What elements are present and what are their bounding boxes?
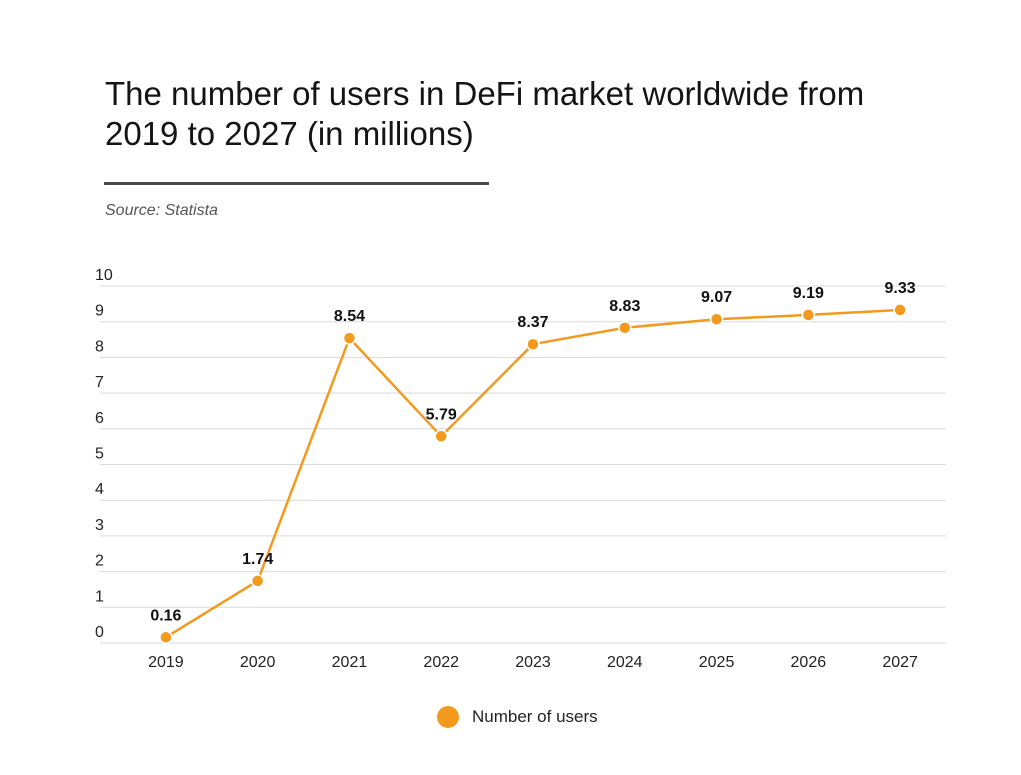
data-label: 0.16	[150, 607, 181, 624]
y-tick-label: 8	[95, 338, 104, 355]
data-label: 9.07	[701, 289, 732, 306]
x-tick-label: 2026	[791, 654, 827, 671]
data-point	[250, 574, 265, 588]
x-tick-label: 2020	[240, 654, 276, 671]
y-tick-label: 10	[95, 267, 113, 284]
x-tick-label: 2025	[699, 654, 735, 671]
y-tick-label: 3	[95, 517, 104, 534]
y-tick-label: 0	[95, 624, 104, 641]
data-labels: 0.16 1.74 8.54 5.79 8.37 8.83 9.07 9.19 9.33	[150, 280, 915, 624]
data-points	[159, 303, 907, 645]
data-point	[342, 331, 357, 345]
y-tick-label: 9	[95, 303, 104, 320]
data-label: 9.33	[885, 280, 916, 297]
x-tick-label: 2022	[423, 654, 459, 671]
grid-lines	[100, 285, 946, 644]
data-point	[893, 303, 907, 317]
x-axis-ticks: 2019 2020 2021 2022 2023 2024 2025 2026 2027	[148, 654, 918, 671]
series-line	[165, 308, 901, 639]
x-tick-label: 2021	[332, 654, 368, 671]
y-tick-label: 6	[95, 410, 104, 427]
data-label: 9.19	[793, 285, 824, 302]
y-axis-ticks: 0 1 2 3 4 5 6 7 8 9 10	[95, 267, 113, 641]
source-note: Source: Statista	[105, 202, 218, 219]
legend: Number of users	[437, 706, 598, 728]
x-tick-label: 2023	[515, 654, 551, 671]
data-label: 8.83	[609, 298, 640, 315]
data-label: 1.74	[242, 551, 273, 568]
data-point	[709, 312, 724, 326]
y-tick-label: 7	[95, 374, 104, 391]
data-point	[159, 630, 173, 645]
line-chart: 0 1 2 3 4 5 6 7 8 9 10 2019 2020 2021 2022 2023 2024 202…	[95, 267, 946, 671]
data-point	[526, 337, 540, 351]
data-label: 5.79	[426, 406, 457, 423]
data-label: 8.54	[334, 308, 365, 325]
y-tick-label: 4	[95, 481, 104, 498]
title-divider	[104, 182, 489, 185]
legend-marker-icon	[437, 706, 459, 728]
y-tick-label: 5	[95, 446, 104, 463]
chart-title: The number of users in DeFi market world…	[105, 75, 865, 152]
x-tick-label: 2019	[148, 654, 184, 671]
y-tick-label: 2	[95, 553, 104, 570]
y-tick-label: 1	[95, 588, 104, 605]
x-tick-label: 2024	[607, 654, 643, 671]
series-users	[165, 308, 901, 639]
data-point	[434, 429, 448, 444]
data-label: 8.37	[517, 314, 548, 331]
data-point	[618, 321, 632, 335]
x-tick-label: 2027	[882, 654, 918, 671]
data-point	[801, 308, 816, 322]
legend-label: Number of users	[472, 707, 598, 726]
